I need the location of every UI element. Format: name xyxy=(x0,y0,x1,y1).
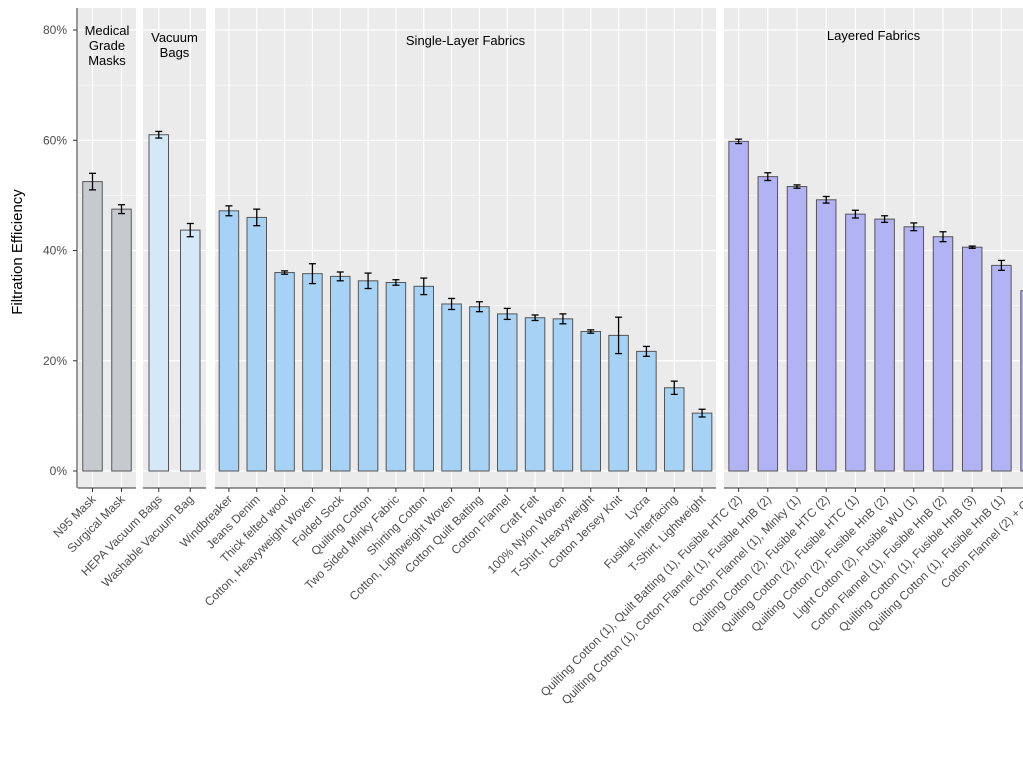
bar xyxy=(664,387,685,472)
bar xyxy=(148,134,169,472)
y-tick-label: 20% xyxy=(43,354,67,368)
bar xyxy=(580,331,601,472)
facet-label: Layered Fabrics xyxy=(827,28,921,43)
facet-label: Single-Layer Fabrics xyxy=(406,33,526,48)
facet-label: Masks xyxy=(88,53,126,68)
error-bars xyxy=(89,130,1005,418)
bar xyxy=(357,280,379,472)
bar xyxy=(932,236,954,472)
bar xyxy=(330,275,351,472)
bar xyxy=(497,313,518,472)
bar xyxy=(552,318,574,472)
y-axis: 0% 20% 40% 60% 80% xyxy=(43,8,78,488)
bar xyxy=(757,176,779,472)
bar xyxy=(608,334,629,472)
facet-label: Bags xyxy=(160,45,190,60)
bar xyxy=(180,229,201,472)
bar xyxy=(385,281,407,472)
bar xyxy=(691,412,713,472)
bar xyxy=(469,306,490,472)
facet-panel xyxy=(215,8,716,488)
bar xyxy=(413,285,434,472)
bar xyxy=(728,140,749,472)
bar xyxy=(82,181,103,472)
bar xyxy=(845,213,866,472)
facet-label: Medical xyxy=(85,23,130,38)
bar xyxy=(903,226,925,472)
bar xyxy=(815,199,837,472)
bar xyxy=(786,186,808,472)
bar xyxy=(302,273,323,472)
y-tick-label: 60% xyxy=(43,133,67,147)
bar xyxy=(246,216,267,472)
bar xyxy=(991,264,1012,472)
bar xyxy=(1020,290,1023,472)
bar xyxy=(274,272,295,472)
facet-label: Vacuum xyxy=(151,30,198,45)
bar xyxy=(874,218,895,472)
bar xyxy=(961,246,983,472)
y-tick-label: 0% xyxy=(50,464,68,478)
bar xyxy=(441,303,462,472)
facet-label: Grade xyxy=(89,38,125,53)
bar xyxy=(636,350,657,472)
bar xyxy=(524,317,546,472)
y-tick-label: 40% xyxy=(43,244,67,258)
bar xyxy=(218,210,240,472)
bar xyxy=(111,208,132,472)
y-axis-title: Filtration Efficiency xyxy=(9,189,26,315)
y-tick-label: 80% xyxy=(43,23,67,37)
